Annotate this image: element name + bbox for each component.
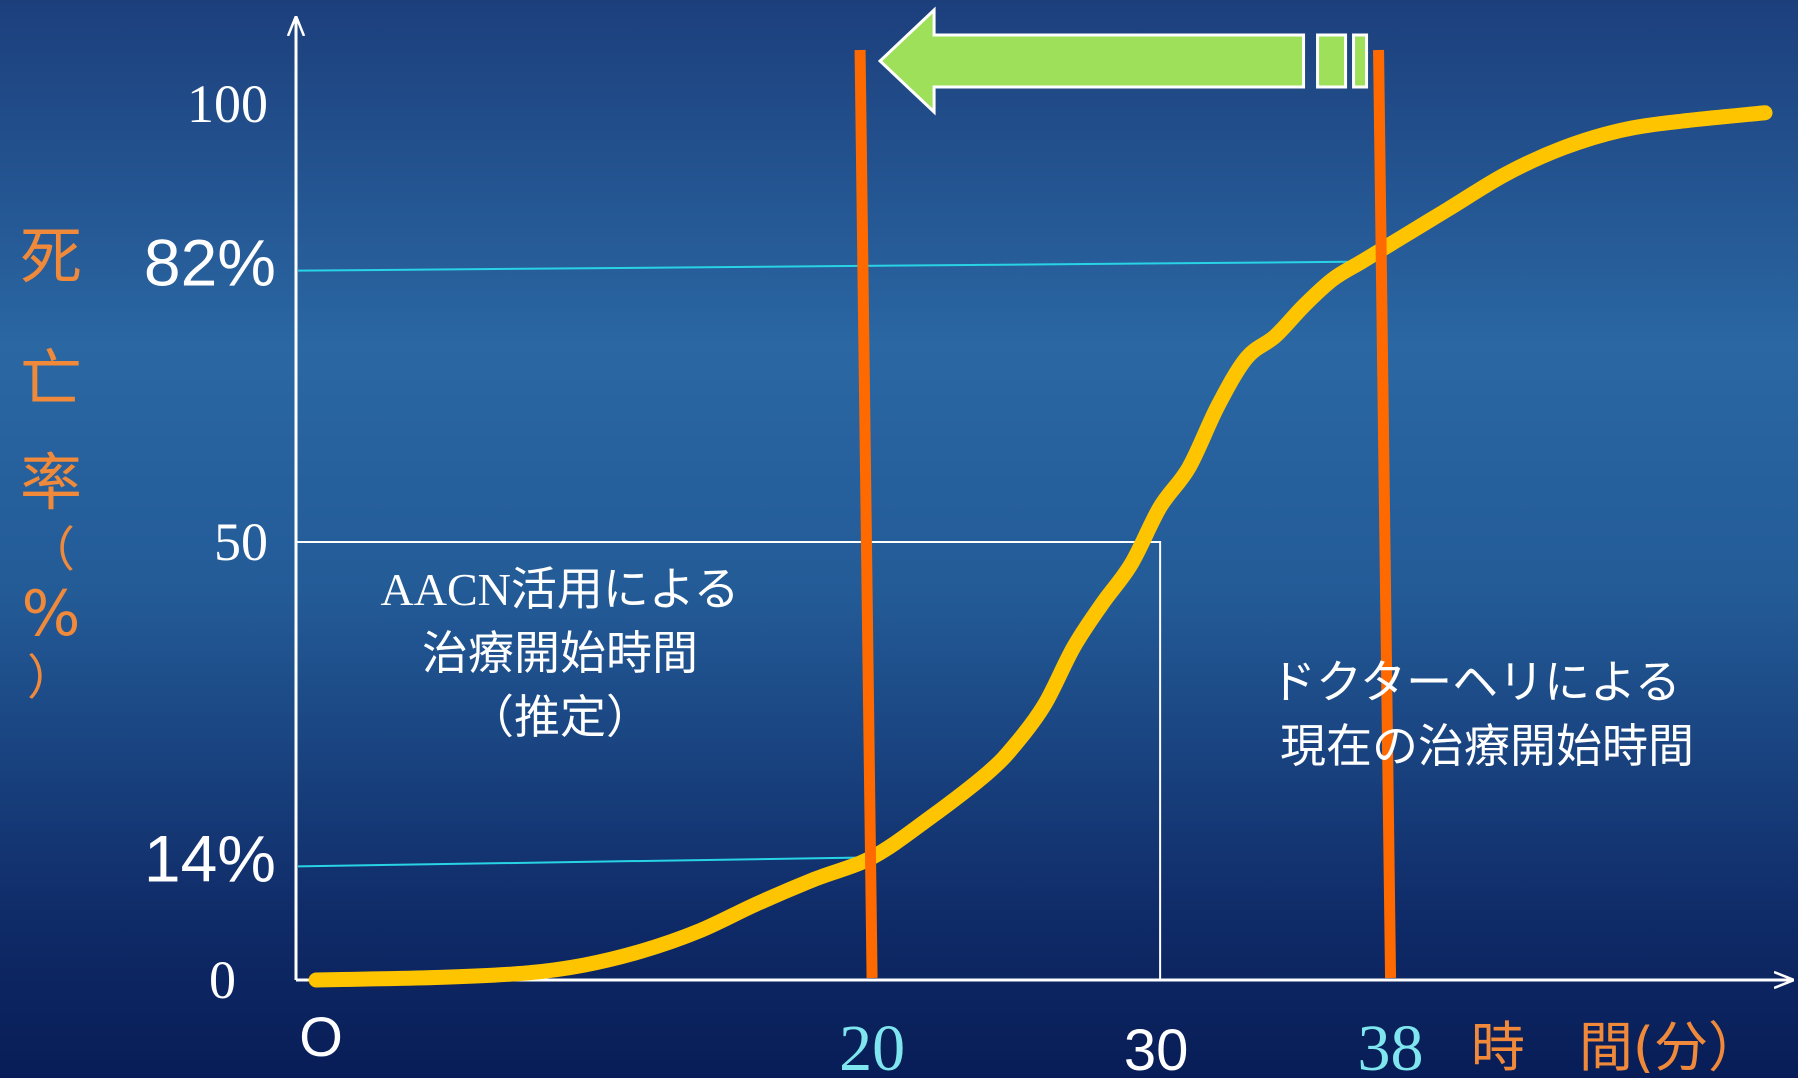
left-arrow-segment — [1316, 33, 1348, 89]
annotation-aacn-line: 治療開始時間 — [422, 628, 698, 679]
reference-guide-line — [296, 541, 1162, 980]
y-axis-title-char: ） — [26, 650, 75, 706]
left-arrow-segment — [1352, 33, 1369, 89]
y-marker-label: 82% — [144, 226, 276, 300]
time-marker-line — [1373, 49, 1397, 979]
y-tick-label: 50 — [214, 512, 268, 572]
y-tick-label: 0 — [209, 950, 236, 1010]
annotation-doctor-heli-line: ドクターヘリによる — [1270, 656, 1681, 708]
marker-guide-line — [297, 260, 1362, 272]
x-tick-label: 30 — [1124, 1018, 1189, 1078]
origin-label: O — [299, 1005, 343, 1068]
annotation-aacn-line: （推定） — [468, 692, 652, 743]
left-arrow-body — [877, 6, 1306, 116]
x-tick-label: 38 — [1358, 1012, 1424, 1078]
time-marker-line — [854, 49, 878, 979]
x-tick-label: 20 — [839, 1012, 905, 1078]
x-axis-title: 時 間(分） — [1471, 1016, 1762, 1078]
marker-guide-line — [297, 856, 873, 868]
annotation-aacn-line: AACN活用による — [380, 564, 740, 615]
annotation-aacn: AACN活用による 治療開始時間 （推定） — [330, 558, 790, 750]
y-axis-title-char: 死 — [19, 220, 82, 293]
mortality-curve — [308, 105, 1773, 988]
annotation-doctor-heli-line: 現在の治療開始時間 — [1280, 720, 1694, 772]
y-tick-label: 100 — [187, 74, 268, 134]
y-axis-title-char: % — [21, 577, 81, 650]
y-axis-title-char: 亡 — [19, 342, 82, 415]
y-axis-title: 死 亡 率 （ % ） — [14, 196, 88, 702]
y-axis-title-char: 率 — [19, 446, 82, 519]
y-marker-label: 14% — [144, 821, 276, 895]
y-axis-title-char: （ — [26, 522, 75, 578]
annotation-doctor-heli: ドクターヘリによる 現在の治療開始時間 — [1262, 650, 1782, 778]
